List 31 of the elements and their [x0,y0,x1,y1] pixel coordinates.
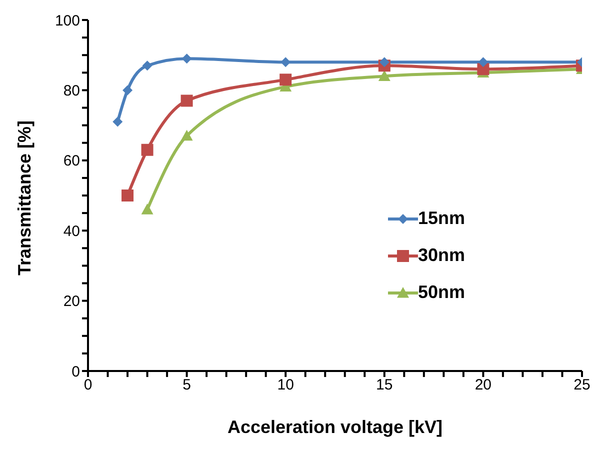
point [182,54,192,64]
point [142,60,152,71]
y-tick-label: 0 [72,363,80,380]
point [122,190,134,202]
x-tick-label: 0 [84,376,92,394]
legend-label: 15nm [418,208,466,229]
point [280,74,292,86]
point [141,144,154,156]
x-tick-label: 5 [182,376,191,394]
y-tick-label: 20 [63,293,80,310]
y-tick-label: 60 [63,152,80,170]
point [122,85,133,96]
legend-label: 30nm [418,245,466,266]
x-tick-label: 10 [277,376,294,394]
point [478,57,488,68]
legend-label: 50nm [418,282,466,303]
point [141,204,154,214]
point [378,70,390,81]
point [280,57,291,68]
point [180,130,193,141]
point [112,116,123,127]
point [180,94,193,107]
x-tick-label: 25 [574,376,590,394]
point [379,57,390,68]
x-tick-label: 15 [376,376,393,394]
y-tick-label: 40 [63,222,80,240]
x-axis-title: Acceleration voltage [kV] [227,417,443,437]
y-axis-title: Transmittance [%] [14,120,34,276]
y-tick-label: 80 [63,82,80,100]
y-tick-label: 100 [54,12,80,30]
x-tick-label: 20 [474,376,492,394]
